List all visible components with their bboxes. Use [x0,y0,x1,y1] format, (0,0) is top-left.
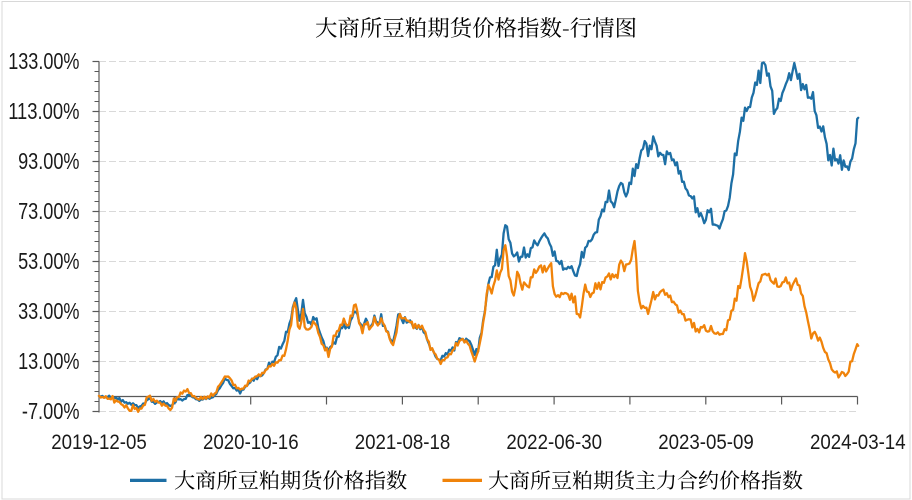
svg-text:2024-03-14: 2024-03-14 [810,430,906,454]
svg-text:13.00%: 13.00% [18,348,79,374]
svg-text:33.00%: 33.00% [18,298,79,324]
svg-text:113.00%: 113.00% [8,98,79,124]
svg-text:2020-10-16: 2020-10-16 [203,430,299,454]
svg-text:2021-08-18: 2021-08-18 [355,430,451,454]
svg-text:93.00%: 93.00% [18,148,79,174]
svg-text:2019-12-05: 2019-12-05 [51,430,147,454]
svg-text:133.00%: 133.00% [8,48,79,74]
svg-text:-7.00%: -7.00% [22,398,80,424]
svg-text:53.00%: 53.00% [18,248,79,274]
svg-text:73.00%: 73.00% [18,198,79,224]
svg-text:2023-05-09: 2023-05-09 [658,430,754,454]
svg-text:2022-06-30: 2022-06-30 [506,430,602,454]
